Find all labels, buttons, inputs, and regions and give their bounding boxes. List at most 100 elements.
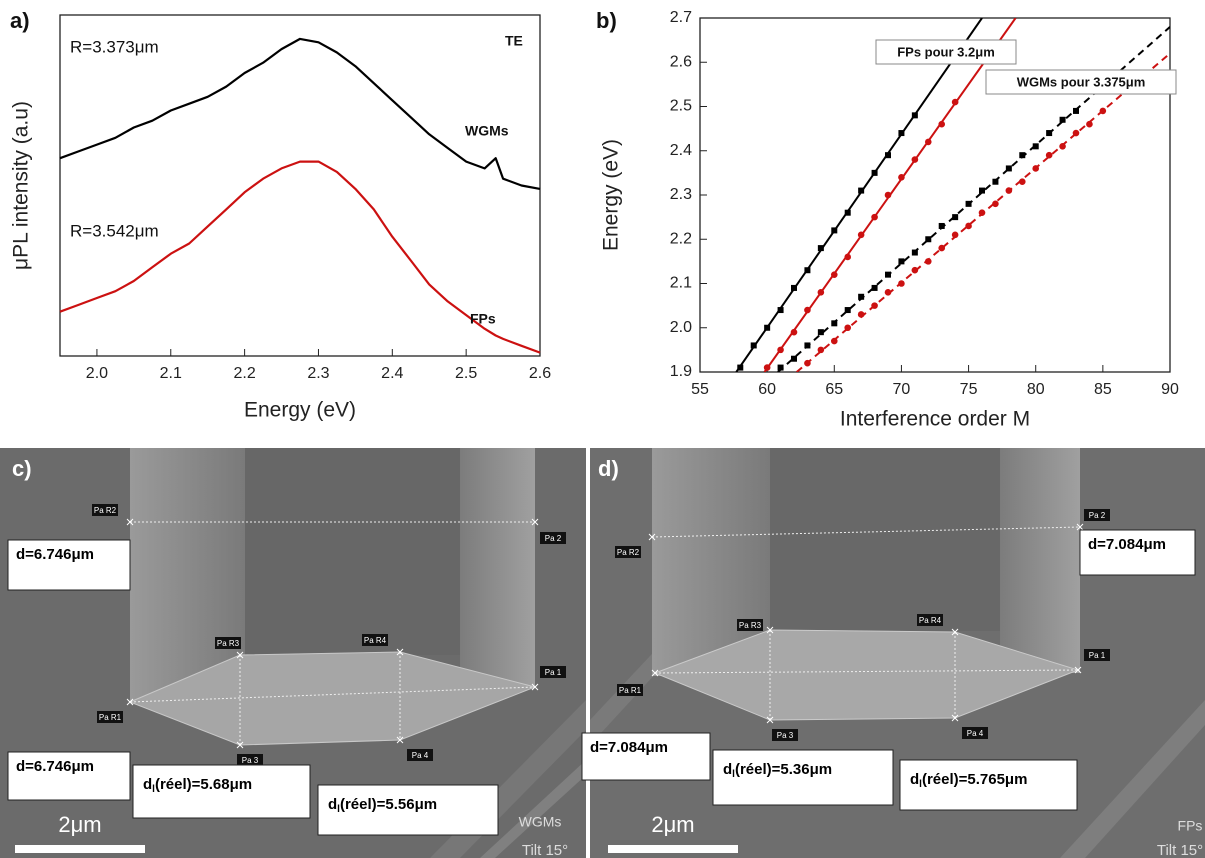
measure-box [132, 764, 311, 819]
data-marker [911, 156, 919, 163]
data-marker [871, 284, 878, 291]
real-measure: dl(réel)=5.56μm [328, 796, 437, 815]
real-measure-rest: (réel)=5.36μm [735, 761, 832, 778]
y-tick-label: 2.3 [670, 186, 692, 203]
data-marker [777, 364, 784, 371]
x-tick-label: 70 [893, 381, 911, 398]
point-label: Pa 1 [1089, 651, 1106, 660]
point-label: Pa R4 [919, 616, 942, 625]
data-marker [898, 130, 905, 137]
data-marker [844, 307, 851, 314]
data-marker [898, 258, 905, 265]
point-label: Pa 2 [1089, 511, 1106, 520]
point-tag [737, 619, 763, 631]
point-tag [407, 749, 433, 761]
data-marker [965, 200, 972, 207]
data-marker [844, 209, 851, 216]
data-marker [764, 324, 771, 331]
point-tag [772, 729, 798, 741]
data-marker [790, 328, 798, 336]
data-marker [804, 359, 811, 367]
data-marker [844, 253, 852, 261]
data-marker [1005, 187, 1013, 194]
annotation: FPs [470, 311, 496, 327]
x-tick-label: 65 [825, 381, 843, 398]
data-marker [1072, 129, 1080, 137]
data-marker [1032, 143, 1039, 150]
measure-cross [951, 714, 959, 722]
data-marker [817, 346, 825, 354]
real-measure-main: d [328, 796, 337, 813]
scale-label: 2μm [651, 812, 694, 837]
annotation: FPs pour 3.2μm [897, 44, 995, 59]
data-marker [831, 227, 838, 234]
plot-frame [59, 14, 541, 357]
annotation: WGMs [465, 123, 509, 139]
data-marker [750, 342, 757, 349]
y-axis-label: μPL intensity (a.u) [10, 101, 33, 270]
real-measure-main: d [143, 776, 152, 793]
y-tick-label: 2.5 [670, 98, 692, 115]
real-measure-rest: (réel)=5.765μm [922, 771, 1028, 788]
real-measure-main: d [723, 761, 732, 778]
measure-cross [1076, 523, 1084, 531]
data-marker [737, 364, 744, 371]
point-tag [215, 637, 241, 649]
data-marker [871, 302, 878, 309]
measure-box [317, 784, 499, 836]
data-marker [951, 98, 959, 106]
data-marker [911, 112, 918, 119]
data-marker [858, 187, 865, 194]
data-marker [952, 214, 959, 221]
data-marker [777, 346, 784, 354]
measure-label: d=6.746μm [16, 546, 94, 563]
measure-cross [236, 651, 244, 659]
y-tick-label: 2.4 [670, 142, 692, 159]
data-marker [830, 337, 838, 345]
real-measure-sub: l [732, 769, 735, 780]
point-tag [237, 754, 263, 766]
measure-box [1079, 529, 1196, 576]
panel-label: c) [12, 456, 32, 481]
x-tick-label: 85 [1094, 381, 1112, 398]
data-marker [992, 178, 999, 185]
data-marker [1059, 143, 1066, 150]
data-marker [885, 152, 891, 159]
point-label: Pa 3 [777, 731, 794, 740]
measure-cross [1074, 666, 1082, 674]
data-marker [817, 245, 824, 252]
tilt-label: Tilt 15° [522, 842, 568, 858]
data-marker [830, 271, 838, 278]
data-marker [911, 266, 919, 274]
measure-cross [126, 518, 134, 526]
data-marker [1086, 120, 1093, 128]
data-marker [804, 267, 811, 274]
data-marker [804, 342, 811, 349]
data-marker [1059, 116, 1066, 123]
sem-image-c [0, 448, 586, 858]
point-tag [615, 546, 641, 558]
annotation-box [875, 39, 1017, 65]
panel-label: a) [10, 8, 30, 33]
data-marker [992, 200, 999, 208]
tilt-label: Tilt 15° [1157, 842, 1203, 858]
point-label: Pa 1 [545, 668, 562, 677]
data-marker [1005, 165, 1012, 172]
real-measure-sub: l [152, 784, 155, 795]
data-marker [925, 236, 932, 243]
data-marker [871, 169, 878, 176]
point-tag [962, 727, 988, 739]
data-marker [979, 187, 985, 194]
real-measure-rest: (réel)=5.56μm [340, 796, 437, 813]
real-measure-main: d [910, 771, 919, 788]
y-tick-label: 2.6 [670, 53, 692, 70]
point-tag [540, 532, 566, 544]
y-tick-label: 2.2 [670, 230, 692, 247]
real-measure-sub: l [337, 804, 340, 815]
measure-cross [951, 628, 959, 636]
measure-cross [531, 683, 539, 691]
spectrum-line [59, 37, 541, 190]
data-marker [831, 320, 838, 327]
data-marker [978, 209, 986, 216]
